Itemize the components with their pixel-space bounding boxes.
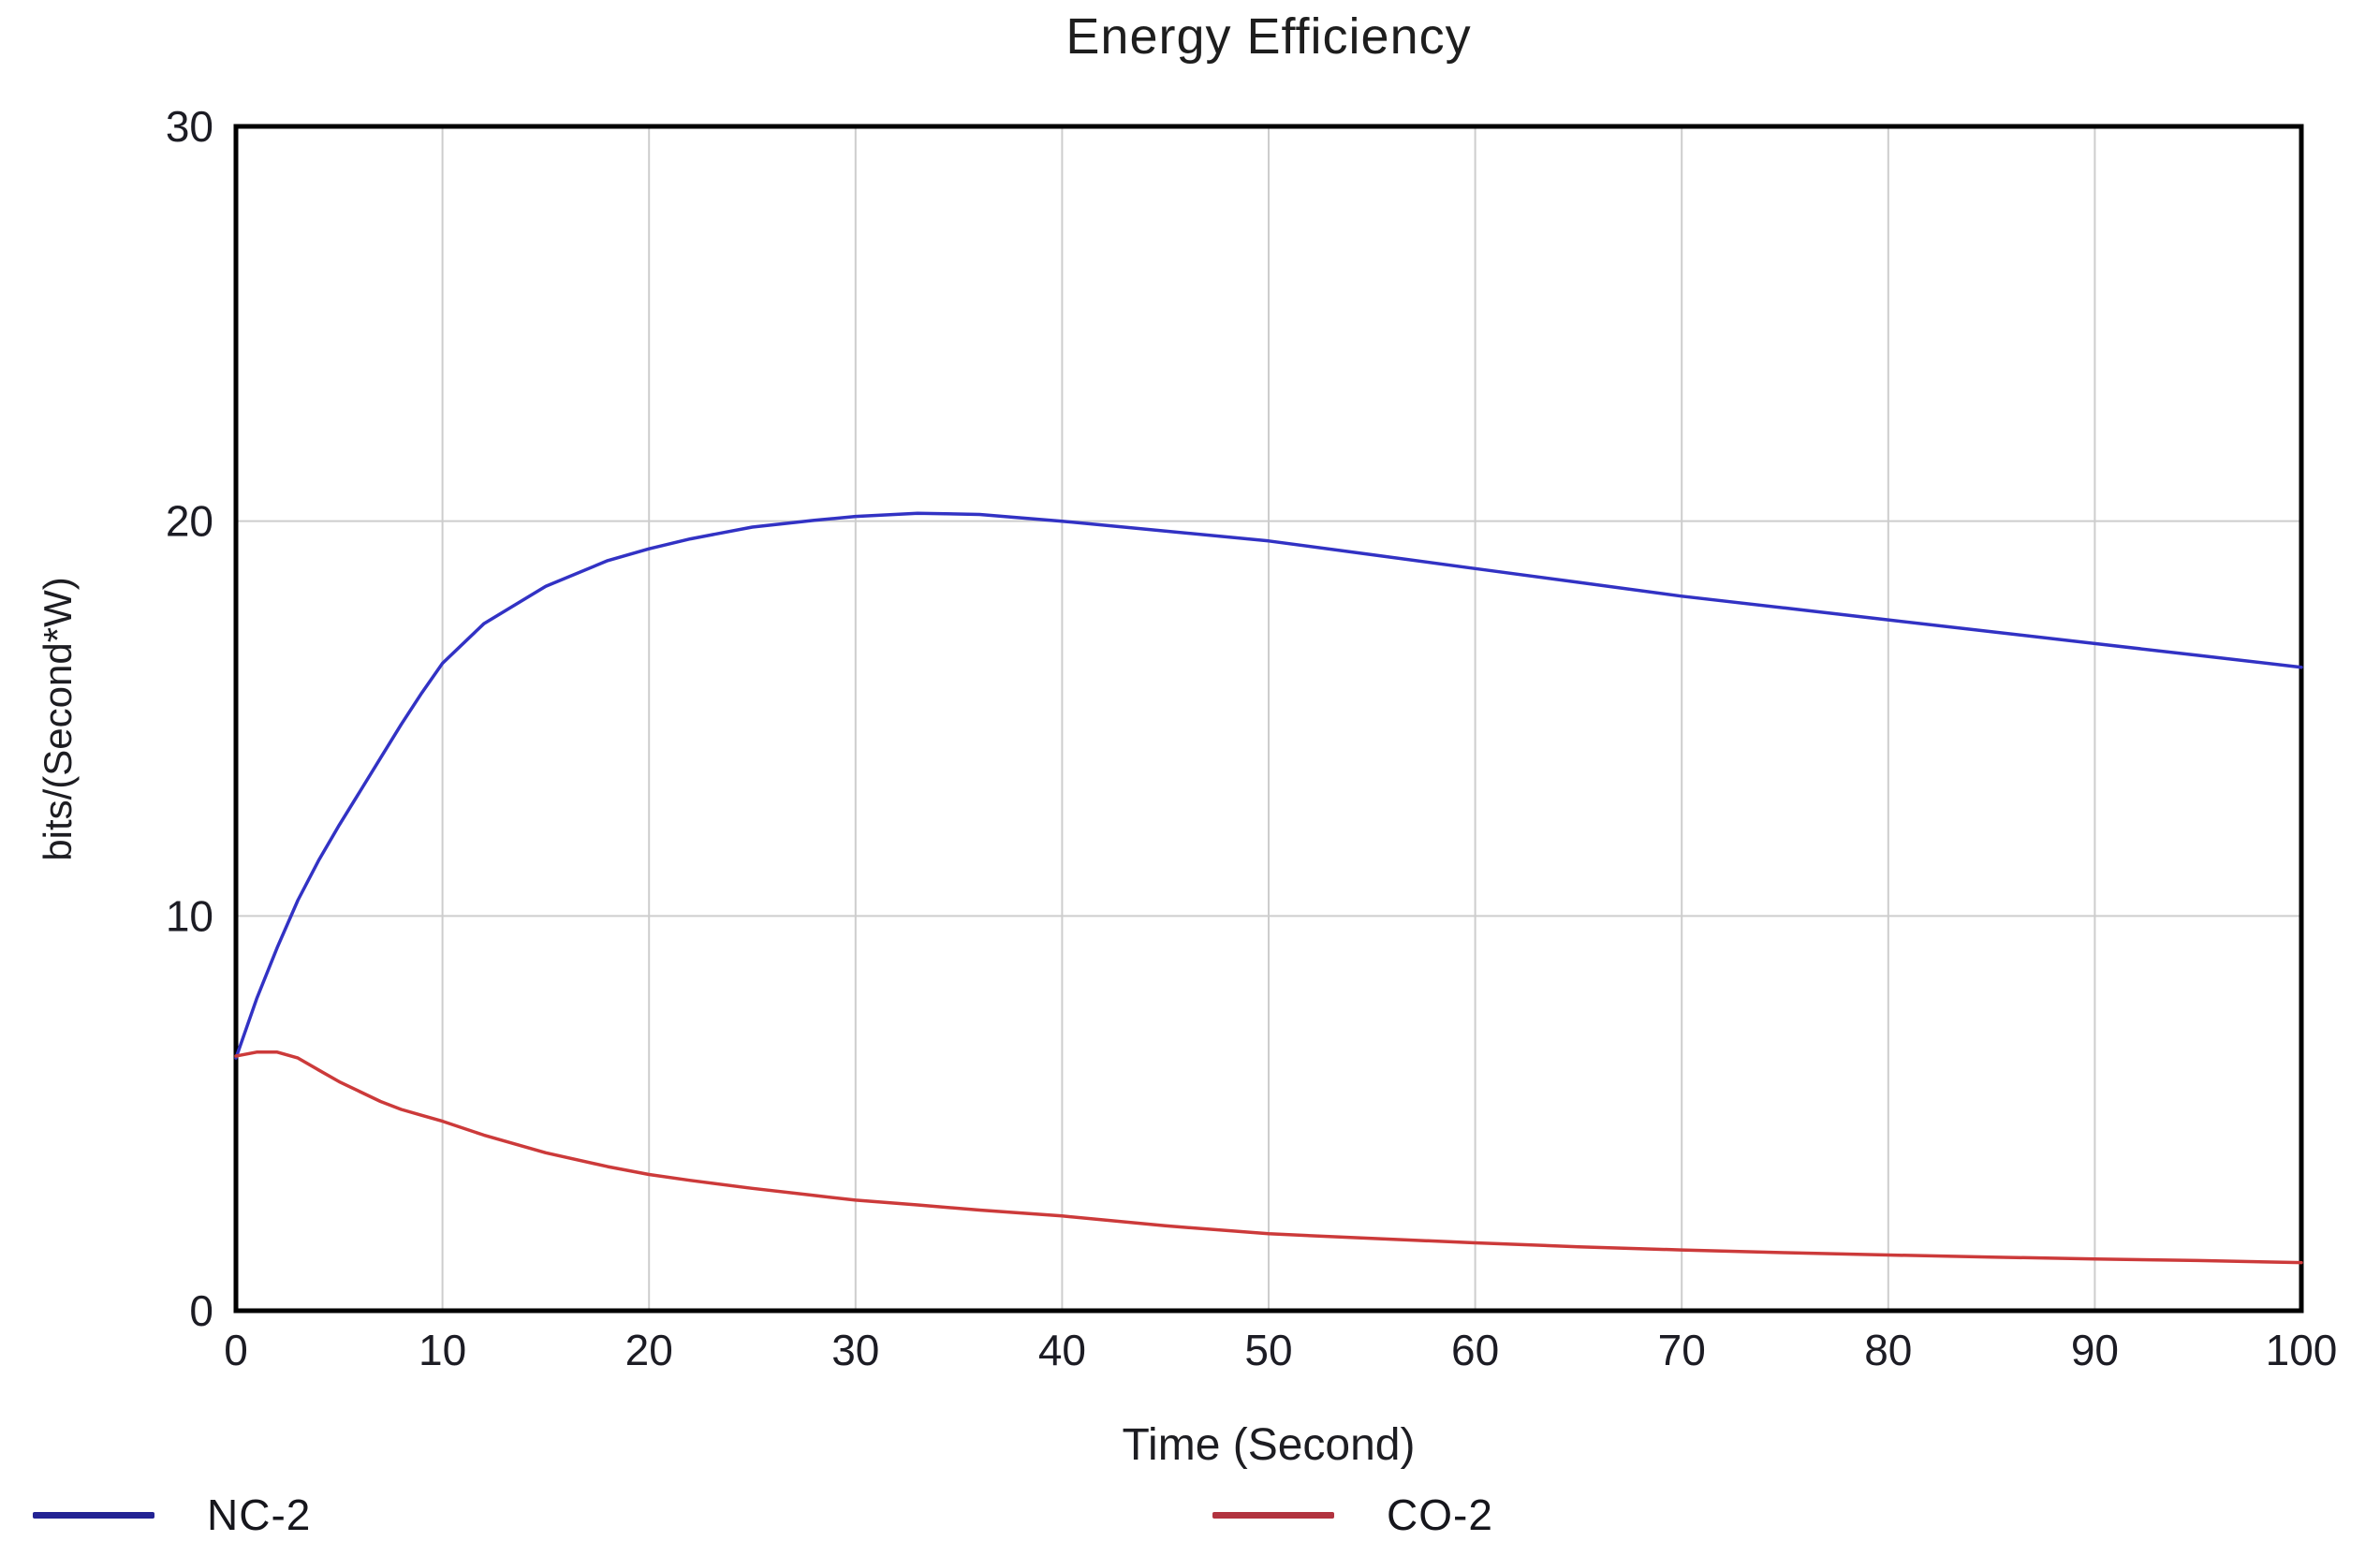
series-line-co-2 bbox=[234, 1050, 2303, 1265]
x-tick-label: 0 bbox=[224, 1326, 248, 1374]
series-line-nc-2 bbox=[234, 511, 2303, 1060]
legend-swatch-nc-2 bbox=[33, 1511, 154, 1519]
x-tick-label: 70 bbox=[1658, 1326, 1706, 1374]
x-tick-label: 90 bbox=[2071, 1326, 2119, 1374]
y-tick-label: 30 bbox=[166, 102, 213, 151]
x-tick-label: 40 bbox=[1038, 1326, 1086, 1374]
legend-swatch-co-2 bbox=[1212, 1511, 1334, 1519]
y-tick-label: 0 bbox=[189, 1286, 213, 1335]
chart-title: Energy Efficiency bbox=[1065, 8, 1472, 65]
legend-label-nc-2: NC-2 bbox=[207, 1490, 312, 1539]
x-tick-label: 30 bbox=[831, 1326, 879, 1374]
y-axis-title: bits/(Second*W) bbox=[36, 577, 80, 861]
x-tick-label: 80 bbox=[1864, 1326, 1912, 1374]
x-tick-label: 60 bbox=[1451, 1326, 1499, 1374]
legend-label-co-2: CO-2 bbox=[1387, 1490, 1493, 1539]
legend-item-nc-2: NC-2 bbox=[33, 1487, 311, 1543]
y-tick-label: 20 bbox=[166, 497, 213, 546]
legend: NC-2 CO-2 bbox=[0, 1487, 2380, 1547]
y-tick-label: 10 bbox=[166, 891, 213, 940]
x-axis-title: Time (Second) bbox=[1122, 1420, 1416, 1470]
x-tick-label: 10 bbox=[419, 1326, 466, 1374]
x-tick-label: 50 bbox=[1244, 1326, 1292, 1374]
plot-frame bbox=[233, 124, 2304, 1314]
legend-item-co-2: CO-2 bbox=[1212, 1487, 1493, 1543]
x-tick-label: 100 bbox=[2266, 1326, 2338, 1374]
x-tick-label: 20 bbox=[625, 1326, 673, 1374]
